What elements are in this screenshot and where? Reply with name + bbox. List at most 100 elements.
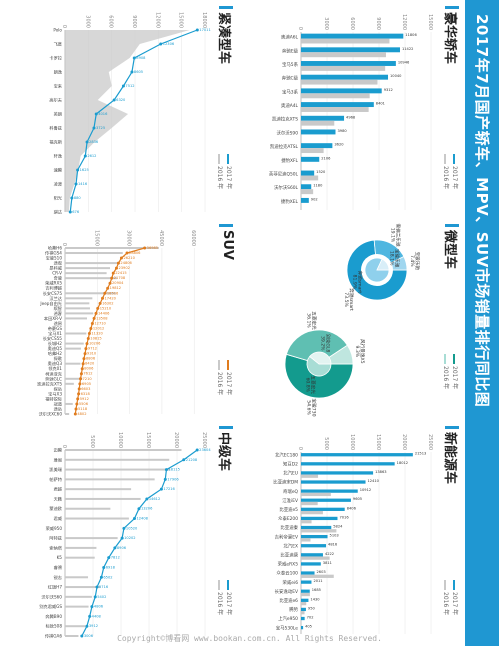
mid-point-2017 xyxy=(113,546,117,550)
suv-data-label: 28806 xyxy=(129,251,141,255)
compact-data-label: 8605 xyxy=(134,70,143,74)
luxury-ytick-label: 0 xyxy=(297,27,303,30)
compact-ytick-label: 6000 xyxy=(108,15,114,28)
compact-point-2017 xyxy=(83,154,87,158)
suv-ytick-label: 0 xyxy=(61,243,67,246)
suv-category-label: 长城H2 xyxy=(48,340,63,347)
luxury-category-label: 凯迪拉克ATSL xyxy=(270,143,299,150)
mpv-2017-slice-label: 宝骏730 xyxy=(311,399,318,417)
luxury-category-label: 奥迪A4L xyxy=(281,102,299,109)
ev-bar-2017 xyxy=(301,616,305,621)
mid-data-label: 14612 xyxy=(149,497,160,501)
compact-ytick-label: 3000 xyxy=(84,15,90,28)
mini-2016-slice xyxy=(376,258,390,271)
mini-2017-slice-label: 宝骏乐驰 xyxy=(414,252,421,271)
ev-ytick-label: 10000 xyxy=(349,434,355,450)
mid-data-label: 17216 xyxy=(163,487,175,491)
mid-point-2017 xyxy=(88,614,92,618)
luxury-bar-2017 xyxy=(300,170,315,176)
luxury-data-label: 2106 xyxy=(321,156,331,160)
compact-data-label: 1625 xyxy=(80,168,89,172)
mid-bar-2016 xyxy=(64,449,182,451)
ev-category-label: 比亚迪宋DM xyxy=(273,479,298,486)
luxury-bar-2016 xyxy=(300,52,386,58)
mid-category-label: 迈腾 xyxy=(54,447,63,454)
luxury-data-label: 11422 xyxy=(402,47,413,51)
ev-data-label: 10912 xyxy=(360,488,371,492)
suv-point-2017 xyxy=(86,337,90,341)
luxury-ytick-label: 15000 xyxy=(427,14,433,30)
suv-point-2017 xyxy=(77,387,81,391)
ev-bar-2016 xyxy=(301,501,318,506)
ev-bar-2016 xyxy=(301,556,330,560)
compact-data-label: 2836 xyxy=(89,140,99,144)
suv-point-2017 xyxy=(81,362,85,366)
suv-category-label: 缤智 xyxy=(54,305,62,312)
ev-data-label: 2603 xyxy=(317,570,326,574)
ev-bar-2016 xyxy=(301,474,319,478)
mpv-2017-slice xyxy=(285,329,348,365)
suv-category-label: 荣威RX5 xyxy=(45,280,62,287)
ev-bar-2016 xyxy=(301,520,312,524)
mid-ytick-label: 10000 xyxy=(117,432,123,448)
mid-data-label: 6918 xyxy=(106,565,116,569)
mid-point-2017 xyxy=(93,595,97,599)
compact-category-label: 飞度 xyxy=(54,41,63,48)
suv-series-2017-line xyxy=(74,247,145,415)
suv-category-label: 途昂 xyxy=(54,320,62,327)
compact-category-label: 卡罗拉 xyxy=(49,55,62,62)
ev-bar-2017 xyxy=(301,480,366,484)
suv-point-2017 xyxy=(111,271,115,275)
ev-bar-2016 xyxy=(301,510,323,515)
suv-point-2017 xyxy=(143,246,147,250)
compact-point-2017 xyxy=(132,56,136,60)
suv-category-label: 凯迪拉克XT5 xyxy=(37,380,62,387)
mid-bar-2016 xyxy=(65,488,132,491)
mini-2016-slice-pct: 81.9% xyxy=(351,275,357,290)
ev-bar-2017 xyxy=(301,471,374,475)
mini-2017-slice-pct: 73.5% xyxy=(343,292,349,307)
suv-point-2017 xyxy=(106,286,110,290)
mid-ytick-label: 5000 xyxy=(89,435,95,448)
mid-data-label: 13206 xyxy=(141,507,153,511)
suv-point-2017 xyxy=(76,397,80,401)
ev-category-label: 知豆D2 xyxy=(283,460,298,467)
mid-point-2017 xyxy=(182,458,186,462)
ev-ytick-label: 5000 xyxy=(323,437,329,450)
ev-bar-2017 xyxy=(301,562,321,566)
suv-point-2017 xyxy=(98,301,102,305)
suv-data-label: 21708 xyxy=(114,276,126,280)
compact-point-2017 xyxy=(76,168,80,172)
mid-category-label: 天籁 xyxy=(54,495,63,502)
luxury-bar-2016 xyxy=(301,107,369,112)
luxury-category-label: 宝马5系 xyxy=(282,61,299,68)
compact-data-label: 17011 xyxy=(199,28,210,32)
luxury-ytick-label: 6000 xyxy=(349,17,355,30)
suv-point-2017 xyxy=(92,316,96,320)
mid-data-label: 18115 xyxy=(168,468,179,472)
ev-bar-2016 xyxy=(300,529,337,533)
suv-point-2017 xyxy=(75,402,79,406)
suv-category-label: 领克01 xyxy=(48,365,62,372)
luxury-bar-2016 xyxy=(300,189,314,195)
compact-data-label: 676 xyxy=(72,210,80,214)
mpv-2017-slice-label: 五菱宏光 xyxy=(311,311,318,330)
mid-ytick-label: 20000 xyxy=(173,432,179,448)
mid-data-label: 17906 xyxy=(167,477,179,481)
mpv-2016-slice xyxy=(306,355,332,377)
mid-ytick-label: 0 xyxy=(61,445,67,448)
title-band: 2017年7月国产轿车、MPV、SUV市场销量排行同比图 xyxy=(465,0,499,646)
luxury-bar-2017 xyxy=(301,184,312,190)
ev-ytick-label: 15000 xyxy=(375,434,381,450)
luxury-bar-2017 xyxy=(300,47,400,53)
mid-data-label: 4806 xyxy=(94,605,104,609)
suv-data-label: 20904 xyxy=(112,281,124,285)
suv-point-2017 xyxy=(78,382,82,386)
suv-point-2017 xyxy=(85,342,89,346)
suv-data-label: 5912 xyxy=(80,397,89,401)
compact-data-label: 3725 xyxy=(96,126,105,130)
luxury-data-label: 10040 xyxy=(390,74,402,78)
mid-point-2017 xyxy=(85,624,89,628)
suv-data-label: 10815 xyxy=(90,337,101,341)
